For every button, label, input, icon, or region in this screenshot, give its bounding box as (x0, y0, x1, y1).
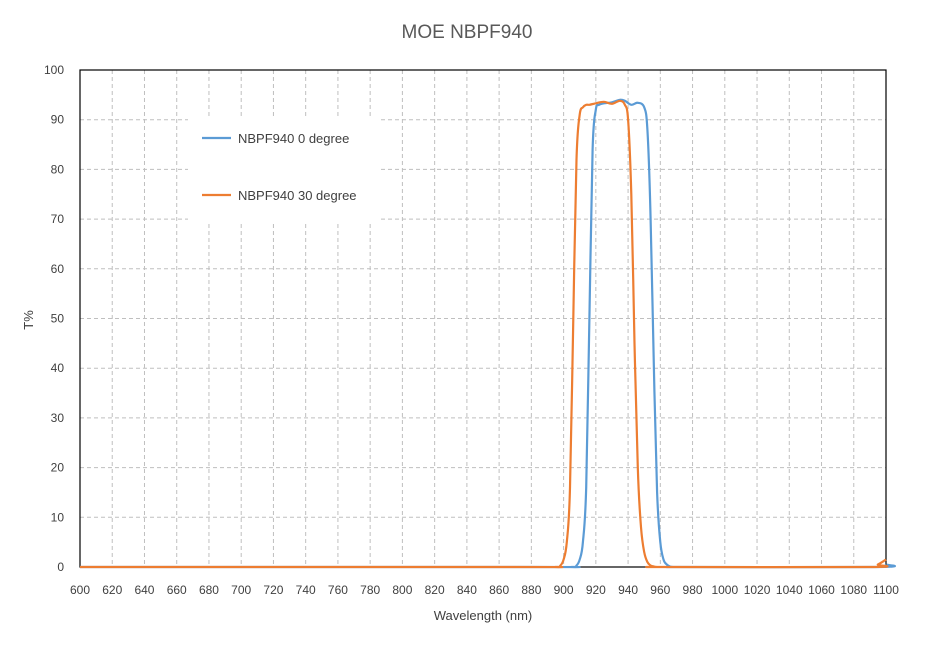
x-tick-label: 860 (489, 583, 509, 597)
x-tick-label: 1020 (744, 583, 771, 597)
y-tick-label: 60 (51, 262, 65, 276)
x-tick-label: 760 (328, 583, 348, 597)
x-tick-label: 660 (167, 583, 187, 597)
x-axis-label: Wavelength (nm) (434, 608, 533, 623)
x-tick-label: 940 (618, 583, 638, 597)
y-tick-label: 90 (51, 113, 65, 127)
x-tick-label: 1080 (840, 583, 867, 597)
series-line-1 (80, 99, 889, 569)
x-tick-label: 960 (650, 583, 670, 597)
x-tick-label: 840 (457, 583, 477, 597)
series-line-0 (80, 98, 896, 569)
x-tick-label: 900 (554, 583, 574, 597)
x-tick-label: 920 (586, 583, 606, 597)
y-tick-label: 80 (51, 162, 65, 176)
y-tick-label: 10 (51, 510, 65, 524)
y-tick-label: 30 (51, 411, 65, 425)
chart-title: MOE NBPF940 (402, 22, 533, 43)
x-tick-label: 800 (392, 583, 412, 597)
series-group (80, 98, 896, 569)
x-tick-label: 1100 (873, 583, 899, 597)
x-tick-label: 1060 (808, 583, 835, 597)
y-axis-ticks: 0 10 20 30 40 50 60 70 80 90 100 (44, 63, 64, 574)
y-tick-label: 20 (51, 461, 65, 475)
x-tick-label: 1040 (776, 583, 803, 597)
y-tick-label: 50 (51, 312, 65, 326)
y-tick-label: 70 (51, 212, 65, 226)
x-tick-label: 880 (521, 583, 541, 597)
y-tick-label: 40 (51, 361, 65, 375)
y-tick-label: 0 (57, 560, 64, 574)
grid (80, 70, 886, 567)
legend: NBPF940 0 degree NBPF940 30 degree (188, 118, 378, 222)
x-tick-label: 980 (683, 583, 703, 597)
y-tick-label: 100 (44, 63, 64, 77)
x-tick-label: 640 (134, 583, 154, 597)
x-axis-ticks: 600 620 640 660 680 700 720 740 760 780 800 820 840 8… (70, 583, 899, 597)
legend-label-1: NBPF940 30 degree (238, 188, 357, 203)
legend-label-0: NBPF940 0 degree (238, 131, 349, 146)
x-tick-label: 1000 (711, 583, 738, 597)
x-tick-label: 620 (102, 583, 122, 597)
x-tick-label: 740 (296, 583, 316, 597)
x-tick-label: 720 (263, 583, 283, 597)
x-tick-label: 780 (360, 583, 380, 597)
x-tick-label: 680 (199, 583, 219, 597)
y-axis-label: T% (21, 310, 36, 330)
legend-box (188, 118, 378, 222)
x-tick-label: 820 (425, 583, 445, 597)
x-tick-label: 700 (231, 583, 251, 597)
x-tick-label: 600 (70, 583, 90, 597)
